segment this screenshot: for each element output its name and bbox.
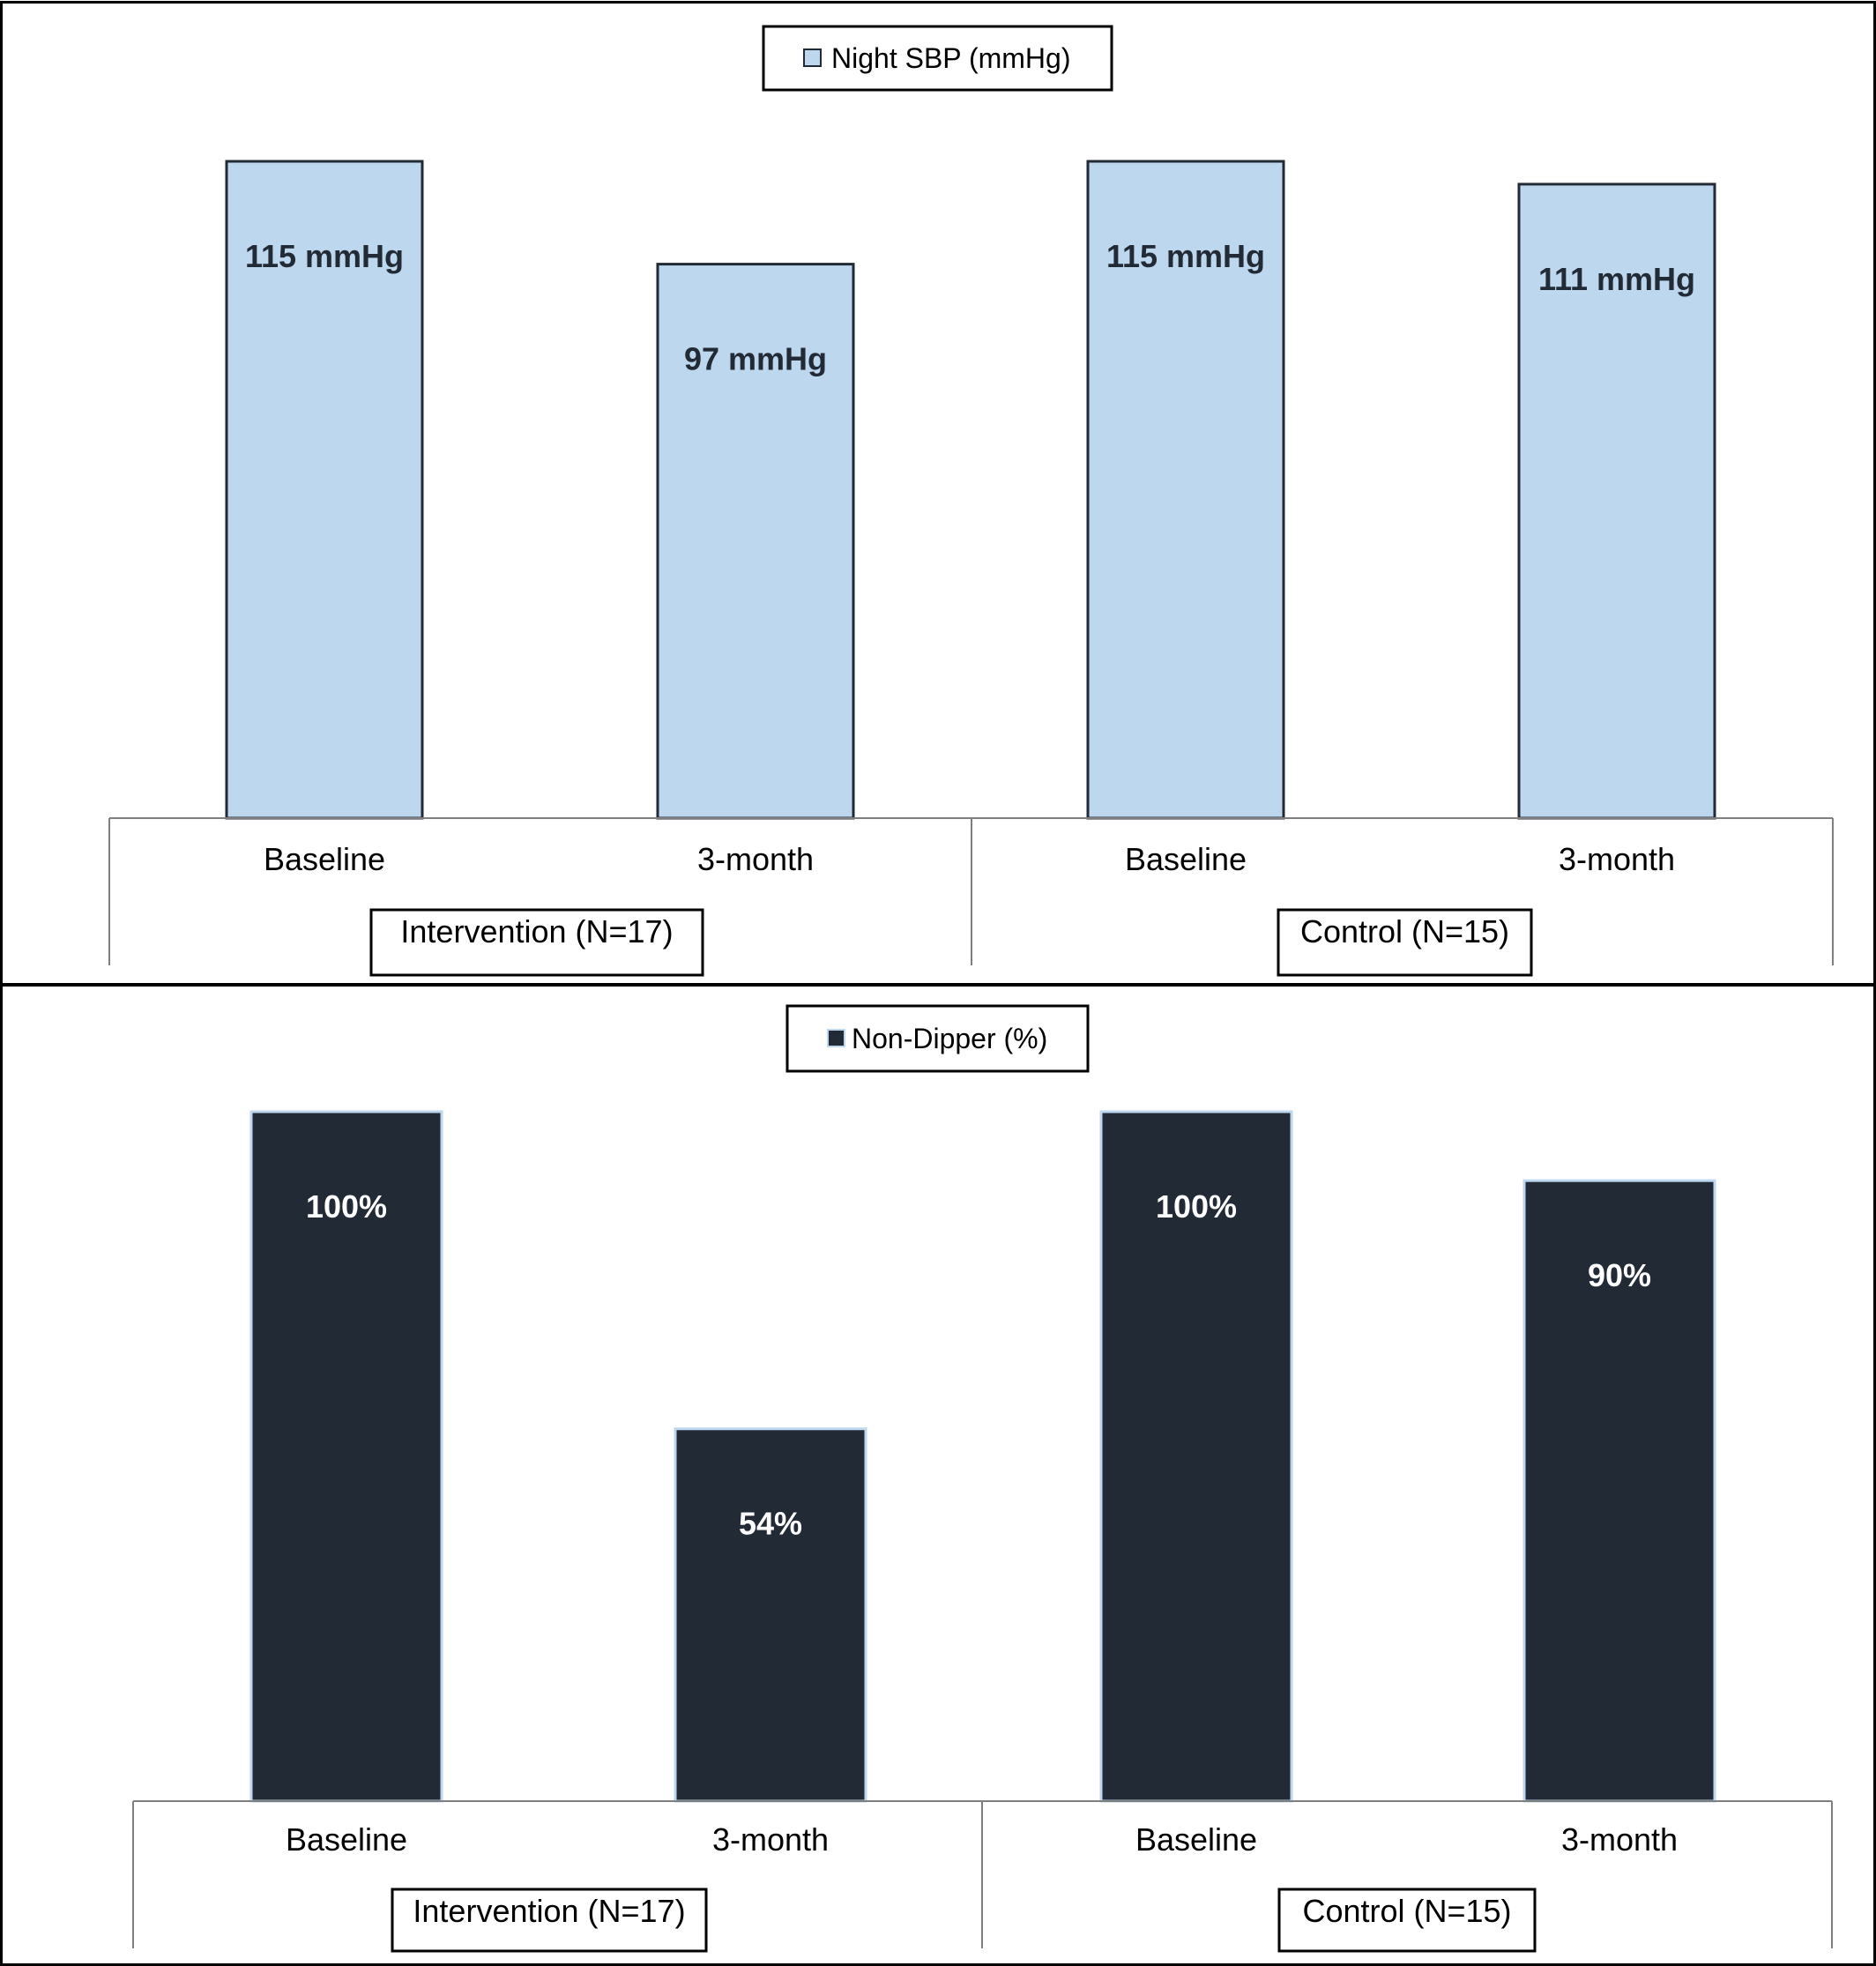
group-label-box xyxy=(1277,1888,1537,1953)
category-tick-label: 3-month xyxy=(712,1821,829,1858)
bar-data-label: 100% xyxy=(306,1188,387,1225)
bar-data-label: 54% xyxy=(739,1506,802,1542)
bar-data-label: 115 mmHg xyxy=(1106,238,1265,274)
legend-label: Non-Dipper (%) xyxy=(852,1023,1047,1054)
group-label: Control (N=15) xyxy=(1302,1893,1511,1929)
category-tick-label: 3-month xyxy=(697,841,814,877)
bar xyxy=(1099,1110,1293,1803)
group-label: Control (N=15) xyxy=(1300,913,1509,949)
bar xyxy=(249,1110,443,1803)
bar xyxy=(1086,160,1285,820)
category-tick-label: Baseline xyxy=(264,841,385,877)
group-label-box xyxy=(391,1888,708,1953)
category-tick-label: Baseline xyxy=(1135,1821,1257,1858)
legend-swatch xyxy=(827,1029,845,1047)
legend-box xyxy=(762,25,1113,92)
group-label-box xyxy=(1277,908,1533,977)
category-tick-label: 3-month xyxy=(1559,841,1675,877)
category-tick-label: Baseline xyxy=(1125,841,1247,877)
legend: Non-Dipper (%) xyxy=(785,1004,1090,1073)
bar xyxy=(656,263,855,820)
bar-data-label: 97 mmHg xyxy=(684,341,827,377)
legend-label: Night SBP (mmHg) xyxy=(831,42,1070,74)
bar xyxy=(674,1427,867,1803)
group-label-box xyxy=(369,908,704,977)
bar xyxy=(225,160,424,820)
bar-data-label: 100% xyxy=(1156,1188,1237,1225)
bar xyxy=(1517,182,1716,820)
night-sbp-chart: Night SBP (mmHg) 115 mmHg 97 mmHg 115 mmHg 1… xyxy=(108,25,1834,977)
legend-swatch xyxy=(803,48,822,67)
group-label: Intervention (N=17) xyxy=(413,1893,685,1929)
non-dipper-chart: Non-Dipper (%) 100% 54% 100% 90% Baseline 3-mo… xyxy=(132,1004,1833,1953)
category-tick-label: Baseline xyxy=(286,1821,407,1858)
category-tick-label: 3-month xyxy=(1561,1821,1678,1858)
legend: Night SBP (mmHg) xyxy=(762,25,1113,92)
bar-data-label: 111 mmHg xyxy=(1538,261,1695,297)
bar-data-label: 115 mmHg xyxy=(245,238,404,274)
bar-data-label: 90% xyxy=(1588,1257,1651,1293)
group-label: Intervention (N=17) xyxy=(400,913,673,949)
bar xyxy=(1522,1179,1716,1803)
